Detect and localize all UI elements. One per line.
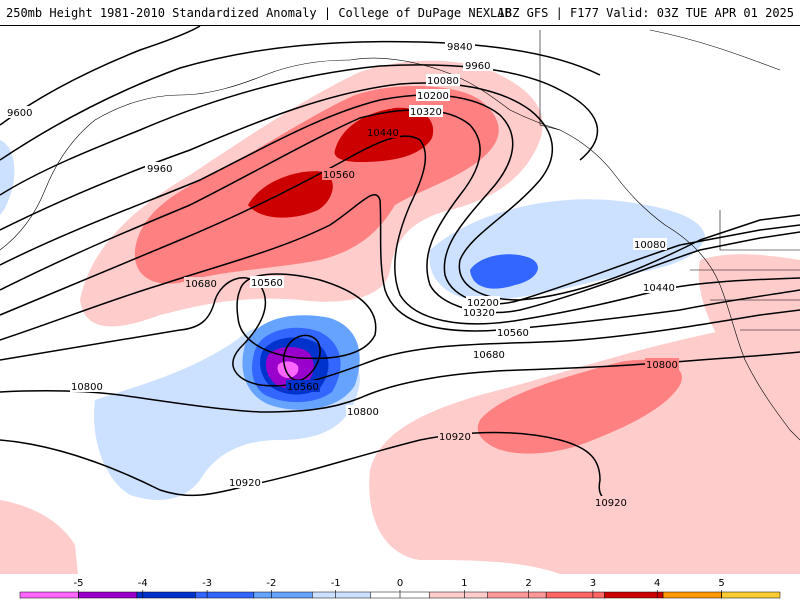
contour-label: 10320 — [463, 308, 495, 319]
contour-9840 — [0, 40, 601, 161]
colorbar-tick-label: -1 — [331, 578, 341, 589]
contour-label: 10920 — [229, 478, 261, 489]
colorbar-tick-label: 0 — [397, 578, 403, 589]
colorbar-tick-label: -2 — [266, 578, 276, 589]
colorbar-swatches — [19, 591, 781, 599]
contour-label: 10200 — [467, 298, 499, 309]
map-panel: 9600 9840 9960 9960 10080 10080 10200 10… — [0, 26, 800, 574]
anomaly-map: 9600 9840 9960 9960 10080 10080 10200 10… — [0, 26, 800, 574]
colorbar-tick-label: 5 — [718, 578, 724, 589]
contour-label: 10800 — [646, 360, 678, 371]
coastlines — [0, 29, 800, 441]
contour-label: 9960 — [465, 61, 490, 72]
contour-label-group: 9600 9840 9960 9960 10080 10080 10200 10… — [5, 40, 679, 509]
contour-label: 10680 — [185, 279, 217, 290]
contour-label: 10560 — [323, 170, 355, 181]
colorbar-tick-label: 3 — [590, 578, 596, 589]
colorbar-swatch — [545, 591, 605, 599]
contour-label: 10800 — [347, 407, 379, 418]
anomaly-pink-southeast — [369, 323, 800, 574]
contour-9960 — [0, 64, 599, 196]
contour-label: 10200 — [417, 91, 449, 102]
contour-10560-inner — [282, 334, 321, 382]
contour-label: 9960 — [147, 164, 172, 175]
height-contours — [0, 26, 800, 501]
anomaly-blue-east — [470, 254, 538, 289]
contour-label: 9600 — [7, 108, 32, 119]
colorbar-tick-label: 2 — [525, 578, 531, 589]
contour-label: 10560 — [287, 382, 319, 393]
colorbar-scale: -5 -4 -3 -2 -1 0 1 2 3 4 5 — [19, 578, 781, 599]
contour-label: 10800 — [71, 382, 103, 393]
contour-label: 10560 — [497, 328, 529, 339]
contour-10560-cutoff — [236, 273, 377, 360]
anomaly-darkred-core-a — [248, 171, 333, 218]
anomaly-salmon-southeast — [477, 359, 682, 454]
colorbar-swatch — [662, 591, 722, 599]
colorbar-swatch — [195, 591, 255, 599]
title-bar: 250mb Height 1981-2010 Standardized Anom… — [0, 0, 800, 26]
contour-label: 9840 — [447, 42, 472, 53]
contour-10560 — [0, 194, 800, 341]
anomaly-pink-corner — [0, 500, 78, 574]
contour-10200 — [0, 94, 800, 305]
contour-10800 — [0, 351, 800, 413]
colorbar-tick-label: -4 — [138, 578, 148, 589]
map-title: 250mb Height 1981-2010 Standardized Anom… — [6, 6, 512, 20]
contour-9600 — [0, 26, 201, 126]
contour-label: 10440 — [367, 128, 399, 139]
contour-label: 10440 — [643, 283, 675, 294]
colorbar: -5 -4 -3 -2 -1 0 1 2 3 4 5 — [0, 574, 800, 600]
model-run-info: 18Z GFS | F177 Valid: 03Z TUE APR 01 202… — [497, 6, 794, 20]
contour-10320 — [0, 109, 800, 314]
colorbar-tick-label: -3 — [202, 578, 212, 589]
anomaly-light-blue-west — [0, 140, 15, 215]
colorbar-swatch — [604, 591, 664, 599]
contour-label: 10080 — [427, 76, 459, 87]
colorbar-swatch — [19, 591, 79, 599]
contour-label: 10920 — [595, 498, 627, 509]
colorbar-swatch — [136, 591, 196, 599]
contour-label: 10320 — [410, 107, 442, 118]
colorbar-swatch — [428, 591, 488, 599]
contour-10440 — [0, 135, 800, 325]
colorbar-swatch — [487, 591, 547, 599]
colorbar-swatch — [78, 591, 138, 599]
anomaly-cutoff-magenta — [277, 361, 299, 378]
contour-label: 10680 — [473, 350, 505, 361]
contour-label: 10080 — [634, 240, 666, 251]
contour-10680 — [0, 277, 800, 387]
contour-label: 10920 — [439, 432, 471, 443]
colorbar-tick-label: 4 — [654, 578, 660, 589]
colorbar-tick-label: 1 — [461, 578, 467, 589]
colorbar-swatch — [253, 591, 313, 599]
colorbar-swatch — [721, 591, 781, 599]
colorbar-swatch — [312, 591, 372, 599]
contour-label: 10560 — [251, 278, 283, 289]
colorbar-tick-label: -5 — [73, 578, 83, 589]
colorbar-ticks: -5 -4 -3 -2 -1 0 1 2 3 4 5 — [73, 578, 725, 598]
contour-10920 — [0, 431, 606, 501]
